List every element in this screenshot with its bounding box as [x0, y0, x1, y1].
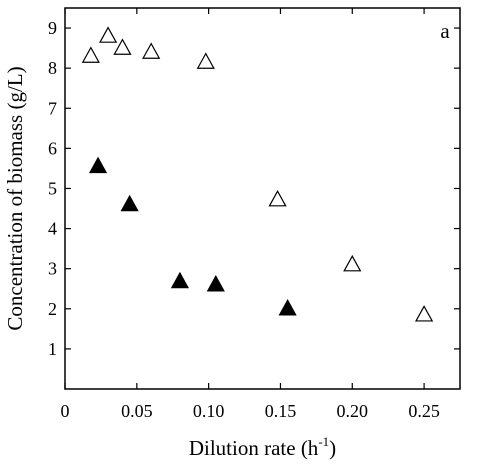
y-tick-label: 1 — [48, 339, 57, 359]
x-tick-label: 0.25 — [408, 401, 440, 421]
data-point-filled-triangle — [170, 271, 190, 289]
x-axis-title-end: ) — [329, 436, 336, 460]
data-point-filled-triangle — [278, 299, 297, 316]
x-axis-title-superscript: -1 — [318, 434, 329, 449]
y-axis-title: Concentration of biomass (g/L) — [3, 66, 27, 330]
data-point-filled-triangle — [120, 194, 139, 212]
data-point-open-triangle — [98, 26, 118, 43]
y-tick-label: 9 — [48, 18, 57, 38]
x-tick-label: 0.20 — [337, 401, 369, 421]
data-point-open-triangle — [113, 38, 132, 55]
plot-frame — [64, 7, 461, 390]
data-point-open-triangle — [268, 189, 287, 207]
data-point-open-triangle — [414, 305, 434, 322]
panel-label: a — [440, 19, 450, 43]
x-tick-label: 0.10 — [193, 401, 225, 421]
y-tick-label: 6 — [48, 138, 57, 158]
x-tick-label: 0.05 — [121, 401, 153, 421]
data-point-open-triangle — [81, 46, 100, 63]
y-tick-label: 7 — [48, 98, 57, 118]
x-tick-label: 0 — [61, 401, 70, 421]
data-point-open-triangle — [196, 52, 215, 69]
y-tick-label: 5 — [48, 178, 57, 198]
y-tick-label: 4 — [48, 219, 57, 239]
data-point-open-triangle — [343, 254, 362, 272]
y-tick-label: 2 — [48, 299, 57, 319]
x-axis-title: Dilution rate (h-1) — [189, 434, 336, 460]
x-tick-label: 0.15 — [265, 401, 297, 421]
y-tick-label: 8 — [48, 58, 57, 78]
y-tick-label: 3 — [48, 259, 57, 279]
data-point-filled-triangle — [88, 156, 108, 174]
data-point-filled-triangle — [206, 274, 225, 292]
x-axis-title-main: Dilution rate (h — [189, 436, 319, 460]
data-point-open-triangle — [142, 42, 161, 59]
